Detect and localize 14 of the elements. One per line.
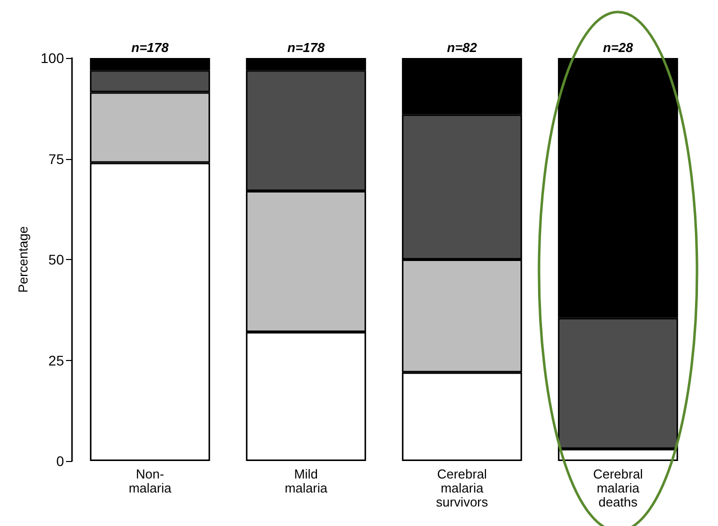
annotation: n=28 bbox=[603, 40, 634, 55]
x-tick-label: Cerebral malaria survivors bbox=[436, 466, 488, 510]
y-tick-label: 100 bbox=[40, 50, 64, 66]
annotation: n=82 bbox=[447, 40, 478, 55]
y-axis-title: Percentage bbox=[16, 226, 31, 293]
y-tick-label: 0 bbox=[56, 453, 64, 469]
annotation: n=178 bbox=[131, 40, 170, 55]
y-tick-label: 50 bbox=[48, 252, 64, 268]
y-tick-label: 75 bbox=[48, 150, 64, 167]
x-tick-label: Cerebral malaria deaths bbox=[593, 466, 644, 510]
y-tick-label: 25 bbox=[48, 352, 64, 368]
annotation: n=178 bbox=[287, 40, 326, 55]
x-tick-label: Mild malaria bbox=[284, 466, 328, 496]
x-tick-label: Non-malaria bbox=[128, 466, 172, 496]
